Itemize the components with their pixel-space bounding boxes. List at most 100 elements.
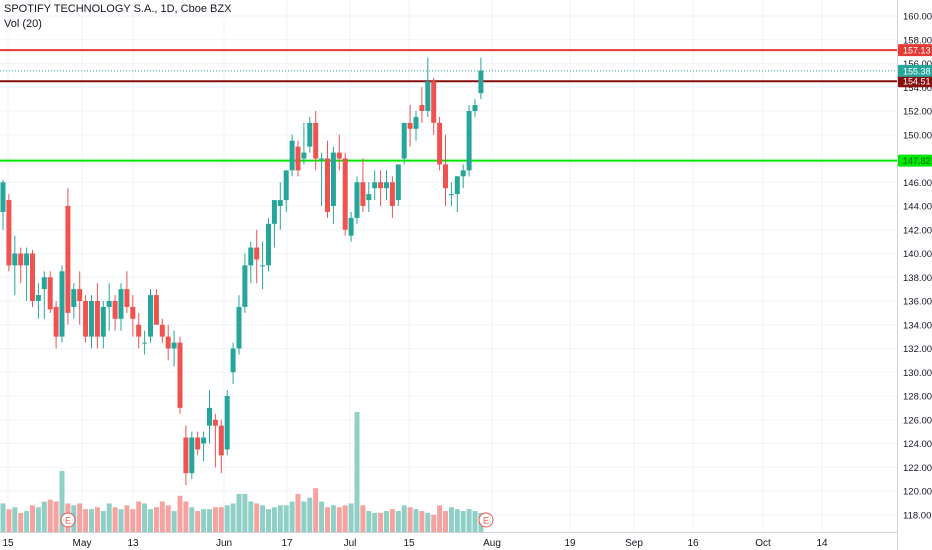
level-label-resistance_high-bg [898,44,932,57]
volume-bar [153,507,159,532]
candle-body [65,206,71,313]
volume-bar [283,505,289,532]
volume-bar [354,412,360,532]
volume-bar [12,507,18,532]
chart-title: SPOTIFY TECHNOLOGY S.A., 1D, Cboe BZX [4,3,232,15]
volume-bar [295,493,301,532]
candle-body [395,164,401,201]
candle-body [295,146,301,171]
volume-bar [319,501,325,532]
volume-bar [437,505,443,532]
candle-body [35,295,41,301]
candle-body [336,152,342,159]
volume-bar [384,511,389,532]
volume-bar [171,511,177,532]
volume-bar [242,493,248,532]
volume-indicator-label[interactable]: Vol (20) [4,18,42,30]
candle-body [83,301,89,337]
candle-body [443,164,448,189]
candle-body [224,396,230,450]
volume-bar [325,507,330,532]
volume-bar [336,507,342,532]
candle-body [12,253,18,266]
volume-bar [136,501,142,532]
price-tick-label: 136.00 [903,297,932,308]
price-tick-label: 122.00 [903,463,932,474]
volume-bar [372,512,378,532]
candle-body [260,265,266,267]
candle-body [277,200,283,206]
volume-bar [77,503,83,532]
candle-body [454,176,460,195]
price-tick-label: 154.00 [903,83,932,94]
volume-bar [342,505,348,532]
candle-body [124,289,130,307]
candle-body [266,223,271,266]
level-label-support-text: 147.82 [903,156,931,166]
candle-body [330,152,336,206]
price-tick-label: 146.00 [903,178,932,189]
volume-bar [230,503,236,532]
candle-body [112,301,118,319]
level-label-resistance_low-text: 154.51 [903,77,931,87]
time-tick-label: Jul [344,538,357,549]
candle-body [6,200,12,266]
volume-bar [195,511,201,532]
volume-bar [89,509,94,532]
volume-bar [18,512,24,532]
candle-body [460,170,466,177]
candle-body [431,81,437,123]
candle-body [18,253,24,266]
volume-bar [159,501,165,532]
time-tick-label: Jun [216,538,232,549]
candle-body [159,324,165,337]
price-tick-label: 152.00 [903,107,932,118]
price-labels: 157.13 154.51 147.82 155.38 [898,44,932,167]
price-tick-label: 134.00 [903,320,932,331]
candle-body [384,182,389,189]
volume-bar [448,507,454,532]
time-tick-label: 13 [127,538,139,549]
price-tick-label: 126.00 [903,415,932,426]
candle-body [289,140,295,171]
volume-bar [248,501,254,532]
candle-body [218,425,224,456]
price-tick-label: 124.00 [903,439,932,450]
volume-bar [366,511,372,532]
candle-body [425,81,431,111]
earnings-marker-label: E [65,516,71,526]
volume-bar [142,503,148,532]
volume-bar [425,512,431,532]
candle-body [30,253,35,301]
volume-bar [83,509,89,532]
level-label-support: 147.82 [898,154,932,167]
price-tick-label: 132.00 [903,344,932,355]
candle-body [118,289,124,319]
horizontal-levels [0,49,897,162]
earnings-marker-circle [478,512,494,528]
time-tick-label: Oct [755,538,771,549]
candle-body [177,342,183,408]
time-tick-label: 17 [281,538,293,549]
volume-bar [348,503,354,532]
candle-body [153,295,159,325]
volume-bar [218,507,224,532]
candle-body [53,306,59,337]
candle-body [41,277,47,290]
time-axis[interactable]: 15 May 13 Jun 17 Jul 15 Aug 19 Sep 16 Oct 14 [0,533,897,550]
volume-bar [183,501,189,532]
price-tick-label: 128.00 [903,392,932,403]
candle-body [372,182,378,189]
volume-bar [236,493,242,532]
volume-bar [289,501,295,532]
candle-body [24,253,30,266]
candle-body [271,200,277,224]
candle-body [448,194,454,196]
candle-body [100,306,106,337]
candle-body [248,247,254,266]
candlesticks [0,57,484,486]
volume-bar [431,514,437,532]
candle-body [242,265,248,307]
